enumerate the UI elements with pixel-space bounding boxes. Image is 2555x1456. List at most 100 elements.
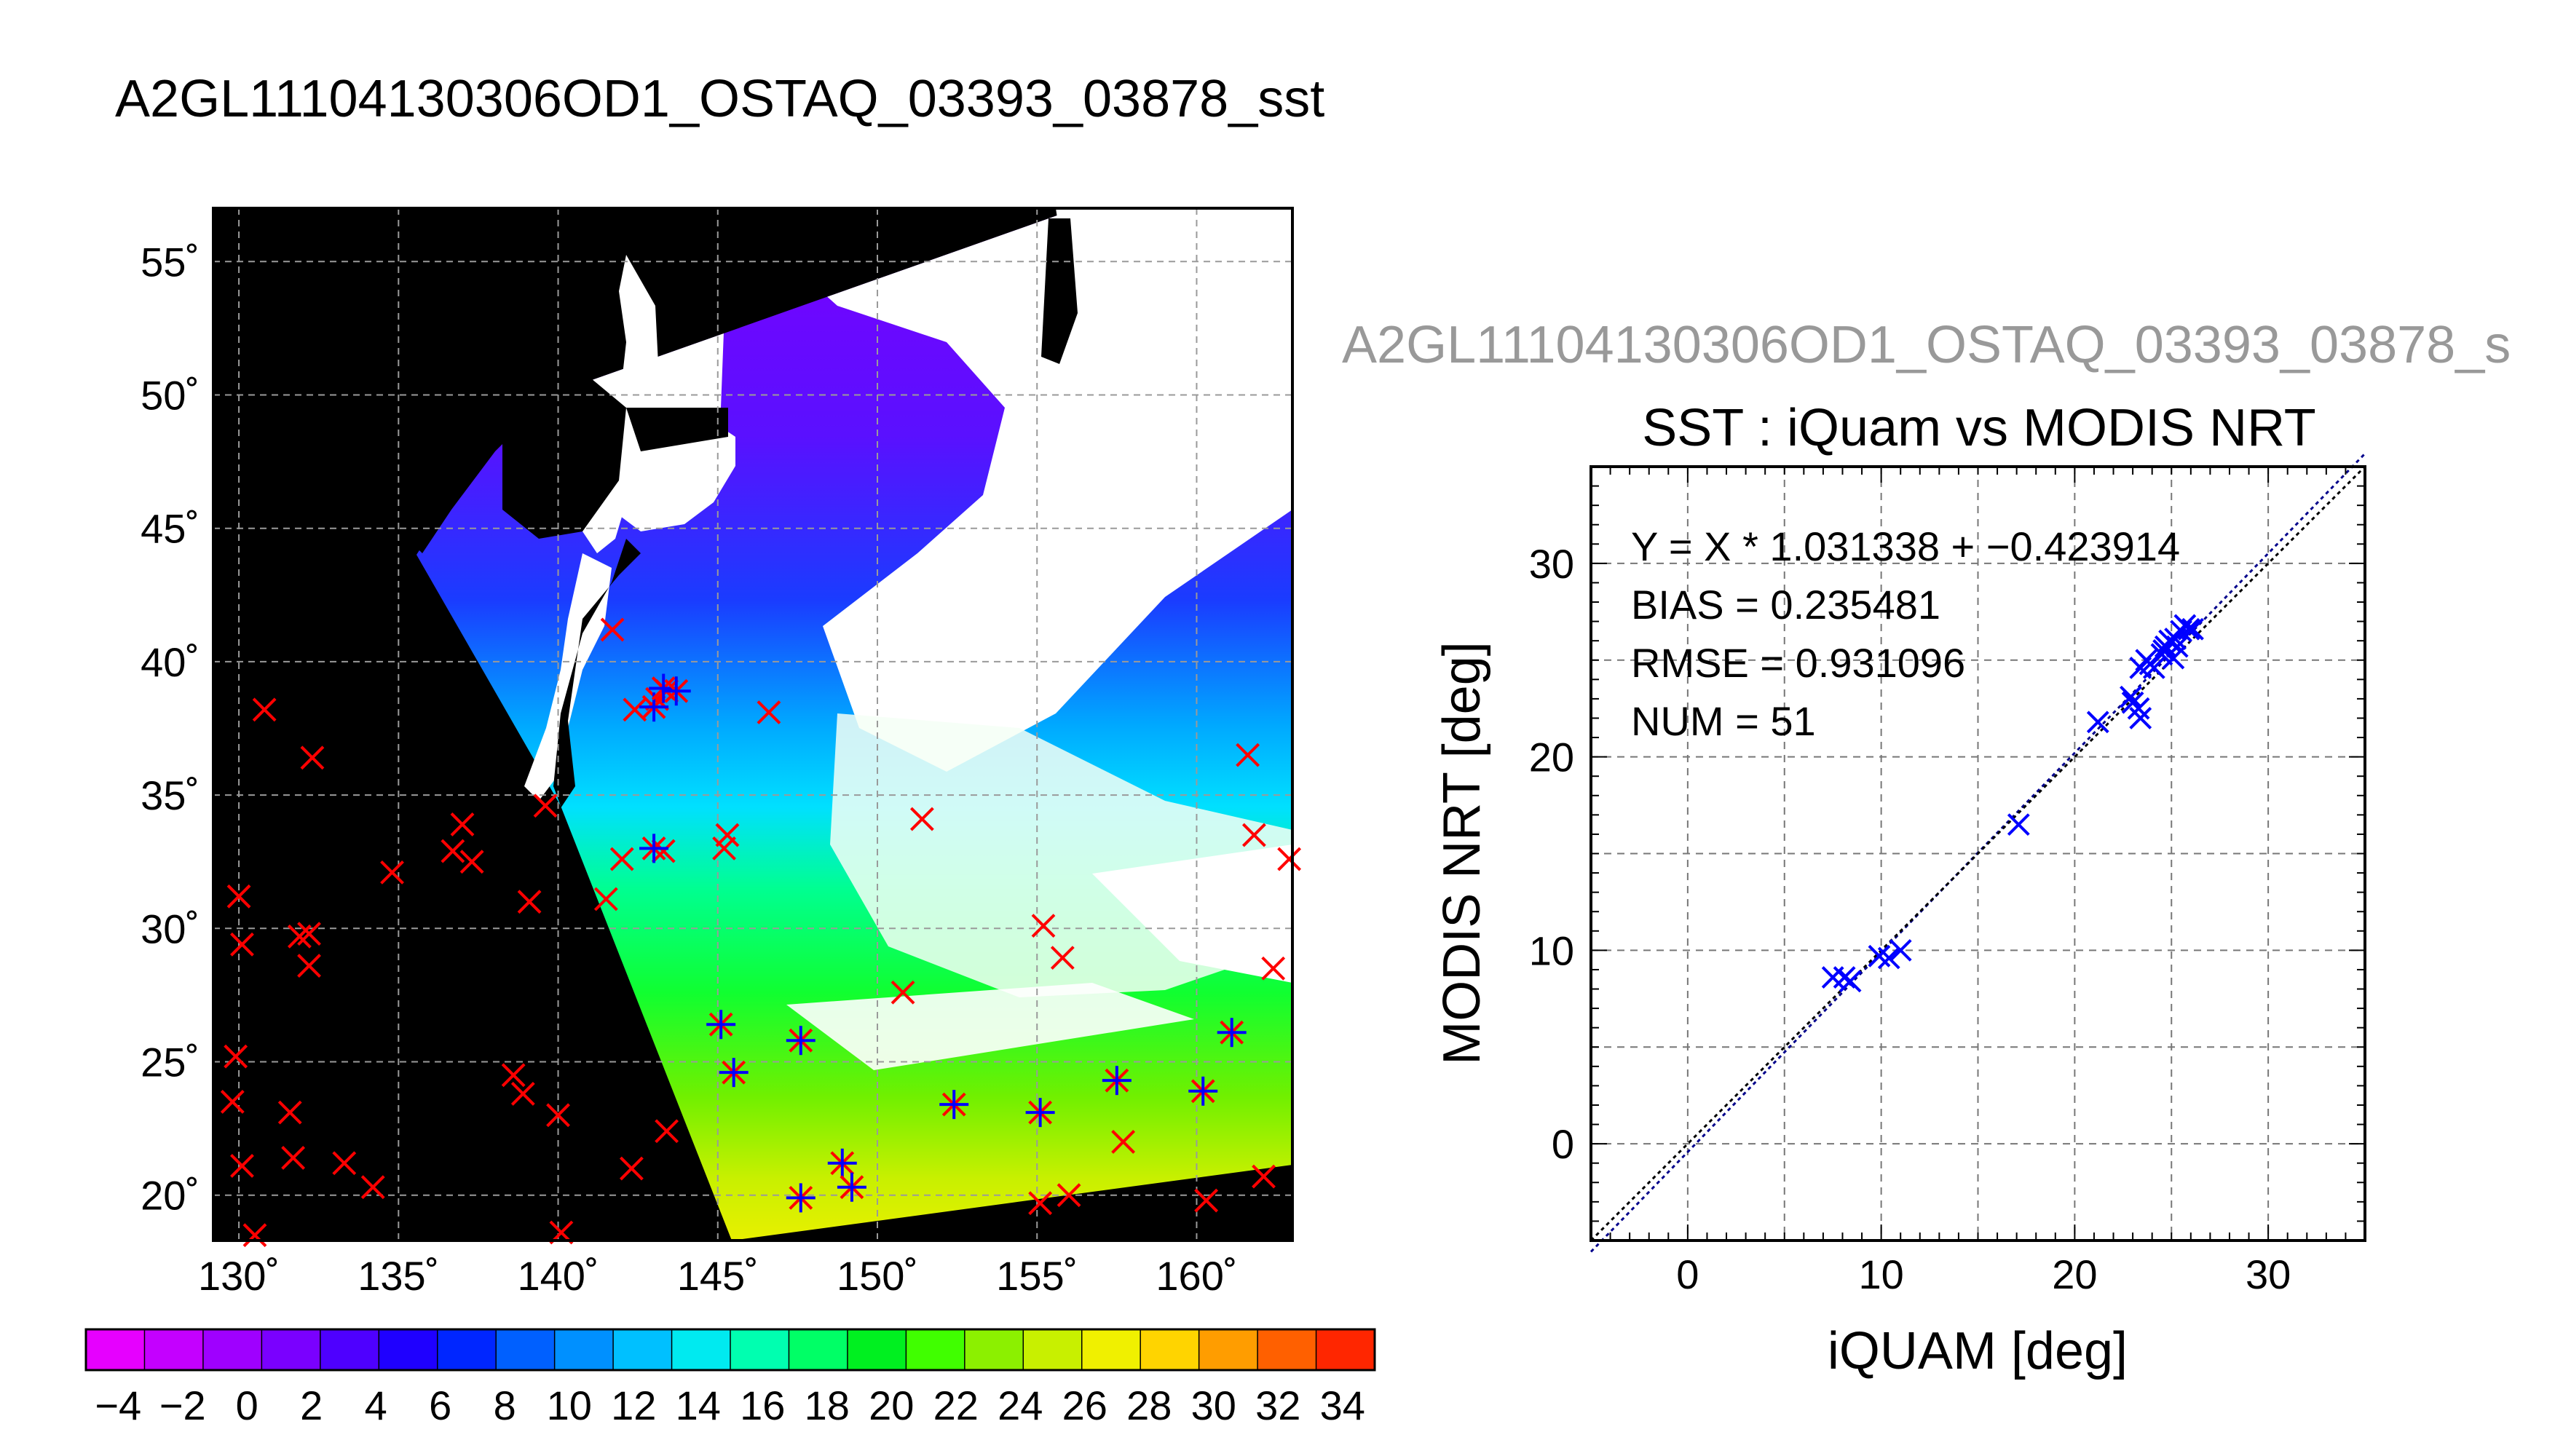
iquam-marker [360, 1175, 385, 1200]
colorbar-swatch [437, 1329, 497, 1370]
colorbar-swatch [144, 1329, 204, 1370]
scatter-x-tick-label: 10 [1858, 1251, 1903, 1297]
colorbar-swatch [671, 1329, 731, 1370]
scatter-minor-ticks [1590, 466, 2366, 1241]
colorbar-tick-label: 34 [1320, 1382, 1365, 1428]
colorbar-tick-label: 12 [611, 1382, 656, 1428]
coast-hokkaido [626, 408, 728, 451]
iquam-marker [510, 1082, 535, 1106]
colorbar-frame [84, 1328, 1376, 1372]
colorbar-tick-label: −4 [95, 1382, 141, 1428]
scatter-title: SST : iQuam vs MODIS NRT [1642, 399, 2316, 457]
iquam-marker [252, 697, 277, 722]
iquam-marker [1236, 743, 1260, 767]
iquam-marker [909, 807, 934, 831]
scatter-y-tick-label: 10 [1529, 927, 1574, 973]
swath-gap [502, 371, 626, 539]
stats-regression: Y = X * 1.031338 + −0.423914 [1631, 523, 2180, 569]
scatter-point [1877, 946, 1900, 970]
lon-label: 135˚ [358, 1253, 439, 1299]
colorbar-swatch [261, 1329, 321, 1370]
colorbar-swatch [847, 1329, 907, 1370]
scatter-point [1889, 938, 1912, 962]
matchup-marker [1217, 1018, 1247, 1048]
iquam-marker [224, 1044, 248, 1069]
scatter-y-tick-labels: 0 10 20 30 [1529, 541, 1574, 1167]
coast-japan [553, 539, 641, 808]
colorbar-swatch [202, 1329, 262, 1370]
lat-label: 30˚ [141, 906, 200, 951]
iquam-marker [619, 1156, 644, 1181]
scatter-faded-title: A2GL11104130306OD1_OSTAQ_03393_03878_s [1342, 316, 2511, 374]
iquam-marker [277, 1100, 302, 1125]
scatter-point [2007, 813, 2030, 836]
lat-label: 50˚ [141, 372, 200, 418]
scatter-point [2177, 617, 2200, 641]
scatter-x-tick-label: 0 [1676, 1251, 1699, 1297]
colorbar-swatch [964, 1329, 1024, 1370]
iquam-marker [1194, 1188, 1219, 1213]
iquam-marker [300, 745, 325, 770]
matchup-marker [1025, 1098, 1055, 1128]
scatter-y-tick-label: 0 [1552, 1121, 1574, 1167]
scatter-points [1821, 614, 2204, 993]
lat-label: 55˚ [141, 239, 200, 285]
iquam-marker [226, 884, 251, 909]
iquam-marker [220, 1090, 245, 1114]
matchup-marker [719, 1058, 749, 1088]
lon-label: 140˚ [517, 1253, 599, 1299]
iquam-marker [546, 1103, 570, 1128]
cloud-south [786, 983, 1194, 1070]
matchup-marker [639, 834, 669, 863]
lon-label: 130˚ [198, 1253, 280, 1299]
stats-rmse: RMSE = 0.931096 [1631, 640, 1965, 686]
colorbar-tick-label: 28 [1126, 1382, 1172, 1428]
iquam-marker [891, 980, 915, 1005]
colorbar-swatch [1140, 1329, 1200, 1370]
colorbar-tick-label: 6 [429, 1382, 451, 1428]
matchup-marker [1102, 1066, 1132, 1096]
colorbar-tick-label: 26 [1062, 1382, 1107, 1428]
scatter-y-tick-label: 30 [1529, 541, 1574, 587]
iquam-marker [459, 850, 484, 874]
map-latitude-labels: 55˚ 50˚ 45˚ 40˚ 35˚ 30˚ 25˚ 20˚ [141, 239, 200, 1218]
iquam-marker [517, 890, 542, 914]
scatter-fit-lines [1590, 453, 2366, 1253]
map-panel: 55˚ 50˚ 45˚ 40˚ 35˚ 30˚ 25˚ 20˚ 130˚ 135˚ 140˚ 145… [141, 207, 1302, 1299]
lat-label: 20˚ [141, 1173, 200, 1219]
colorbar-tick-label: 2 [300, 1382, 323, 1428]
land-asia-mainland [408, 218, 626, 553]
colorbar-swatch [320, 1329, 379, 1370]
colorbar-tick-label: 30 [1191, 1382, 1236, 1428]
colorbar-tick-label: 4 [365, 1382, 387, 1428]
colorbar-swatch [554, 1329, 614, 1370]
matchup-marker [786, 1183, 816, 1213]
colorbar-tick-label: 32 [1255, 1382, 1300, 1428]
colorbar-swatch [86, 1329, 145, 1370]
stats-bias: BIAS = 0.235481 [1631, 582, 1940, 628]
colorbar-swatch [1023, 1329, 1083, 1370]
scatter-y-tick-label: 20 [1529, 735, 1574, 780]
colorbar-swatch [1316, 1329, 1375, 1370]
scatter-point [1821, 966, 1844, 989]
iquam-marker [297, 954, 321, 978]
colorbar-tick-label: 10 [547, 1382, 592, 1428]
iquam-marker [242, 1223, 267, 1248]
iquam-marker [712, 836, 736, 860]
iquam-marker [230, 1153, 254, 1178]
colorbar-tick-label: −2 [159, 1382, 206, 1428]
scatter-y-axis-label: MODIS NRT [deg] [1433, 641, 1491, 1065]
lon-label: 160˚ [1156, 1253, 1237, 1299]
scatter-point [2142, 656, 2165, 679]
iquam-marker [297, 922, 321, 946]
iquam-marker [287, 924, 312, 949]
scatter-point [2129, 707, 2152, 729]
iquam-marker [450, 812, 475, 836]
iquam-marker [332, 1151, 357, 1176]
colorbar-swatch [613, 1329, 673, 1370]
colorbar-swatch [1198, 1329, 1258, 1370]
matchup-marker [661, 676, 691, 706]
matchup-marker [939, 1090, 969, 1120]
lat-label: 35˚ [141, 772, 200, 818]
